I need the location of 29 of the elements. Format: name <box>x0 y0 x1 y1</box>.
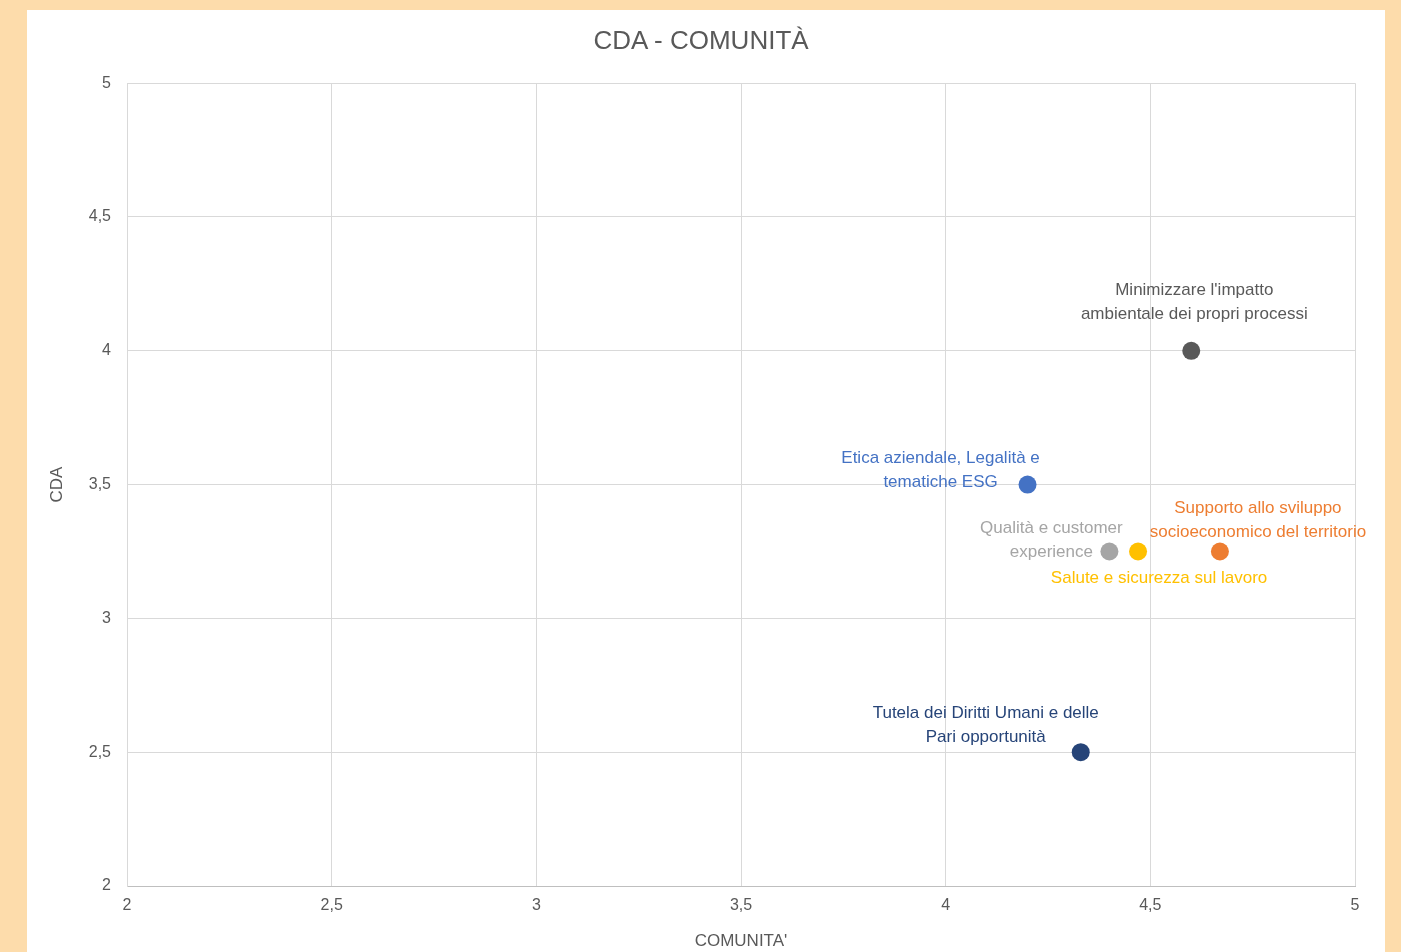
y-tick-label: 2,5 <box>88 742 112 760</box>
y-tick-label: 4 <box>102 341 112 359</box>
chart-title: CDA - COMUNITÀ <box>593 24 810 55</box>
text: Supporto allo sviluppo socioeconomico del territorio <box>1149 498 1367 542</box>
point <box>1071 743 1090 762</box>
series-label: Qualità e customer experience <box>980 518 1124 562</box>
series-label: Etica aziendale, Legalità e tematiche ESG <box>841 448 1040 492</box>
series-label: Salute e sicurezza sul lavoro <box>1050 568 1268 588</box>
x-tick-label: 2,5 <box>320 896 343 914</box>
series-label: Tutela dei Diritti Umani e delle Pari opportunità <box>872 702 1099 746</box>
point <box>1018 475 1037 494</box>
x-tick-label: 2 <box>122 896 132 914</box>
x-tick-label: 3 <box>531 896 541 914</box>
x-tick-label: 3,5 <box>729 896 753 914</box>
point <box>1182 341 1201 360</box>
point <box>1210 542 1229 561</box>
y-tick-label: 4,5 <box>88 207 112 225</box>
y-tick-label: 5 <box>102 73 112 91</box>
y-axis-title: CDA <box>46 466 66 503</box>
x-tick-label: 4,5 <box>1139 896 1162 914</box>
y-tick-label: 3 <box>102 608 112 626</box>
point <box>1100 542 1119 561</box>
text: Minimizzare l'impatto ambientale dei propri processi <box>1080 280 1308 324</box>
x-tick-label: 4 <box>941 896 951 914</box>
x-axis-title: COMUNITA' <box>694 931 788 951</box>
point <box>1129 542 1148 561</box>
x-tick-label: 5 <box>1350 896 1360 914</box>
y-tick-label: 3,5 <box>88 475 112 493</box>
y-tick-label: 2 <box>102 876 112 894</box>
